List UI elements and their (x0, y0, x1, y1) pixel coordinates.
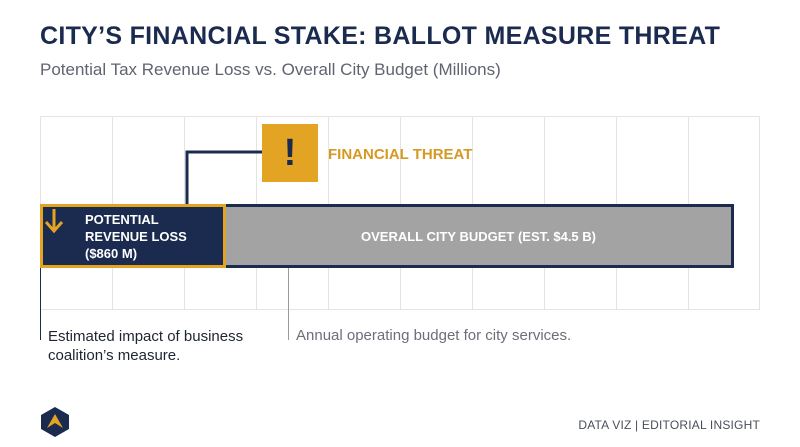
callout-connector (185, 150, 262, 204)
city-budget-label: OVERALL CITY BUDGET (EST. $4.5 B) (360, 228, 596, 244)
chart-subtitle: Potential Tax Revenue Loss vs. Overall C… (40, 60, 501, 79)
budget-leader-line (288, 268, 289, 340)
callout-label: FINANCIAL THREAT (328, 146, 473, 163)
exclamation-icon: ! (262, 124, 318, 182)
footer-credit: DATA VIZ | EDITORIAL INSIGHT (578, 418, 760, 432)
plot-area: ! FINANCIAL THREAT POTENTIAL REVENUE LOS… (40, 116, 760, 310)
chart-title: CITY’S FINANCIAL STAKE: BALLOT MEASURE T… (40, 22, 721, 50)
budget-annotation: Annual operating budget for city service… (296, 327, 572, 344)
loss-leader-line (40, 268, 41, 340)
revenue-loss-bar: POTENTIAL REVENUE LOSS ($860 M) (40, 204, 226, 268)
city-budget-bar: OVERALL CITY BUDGET (EST. $4.5 B) (226, 204, 734, 268)
revenue-loss-label: POTENTIAL REVENUE LOSS ($860 M) (85, 211, 187, 261)
brand-logo-icon (40, 406, 70, 443)
loss-annotation: Estimated impact of business coalition’s… (48, 328, 244, 364)
